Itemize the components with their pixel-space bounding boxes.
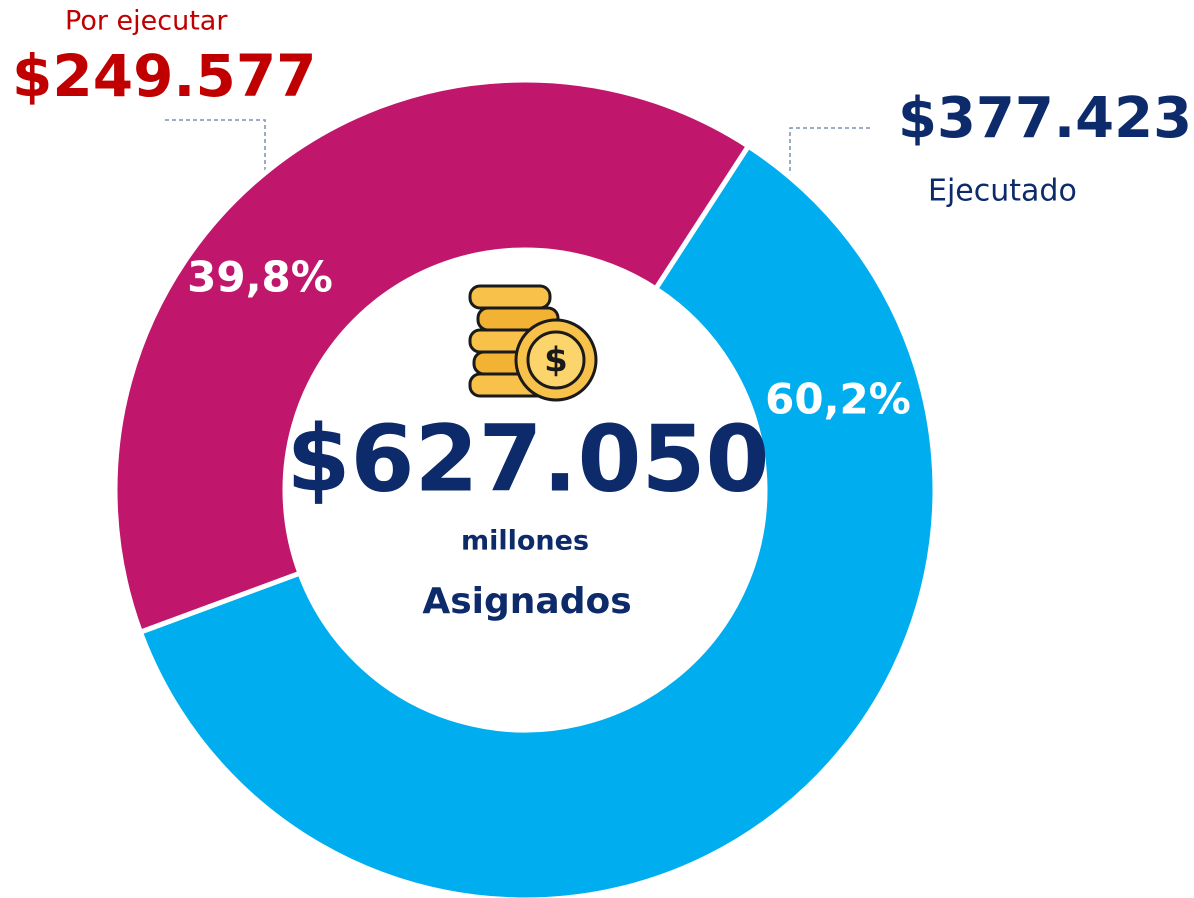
leader-line	[789, 127, 870, 178]
total-caption: Asignados	[422, 581, 631, 622]
leader-line	[165, 119, 266, 200]
coins-icon: $	[468, 284, 598, 402]
amount-label: $377.423	[898, 86, 1192, 151]
category-label: Ejecutado	[928, 174, 1077, 209]
category-label: Por ejecutar	[65, 6, 228, 37]
dollar-sign: $	[544, 341, 568, 381]
unit: millones	[461, 526, 589, 557]
total: $627.050	[286, 405, 769, 512]
value-label: 39,8%	[187, 253, 333, 302]
amount-label: $249.577	[12, 42, 317, 110]
donut-segment	[137, 142, 938, 898]
donut	[112, 77, 938, 898]
value-label: 60,2%	[765, 375, 911, 424]
donut-segment	[112, 77, 752, 636]
leaders	[165, 119, 870, 200]
